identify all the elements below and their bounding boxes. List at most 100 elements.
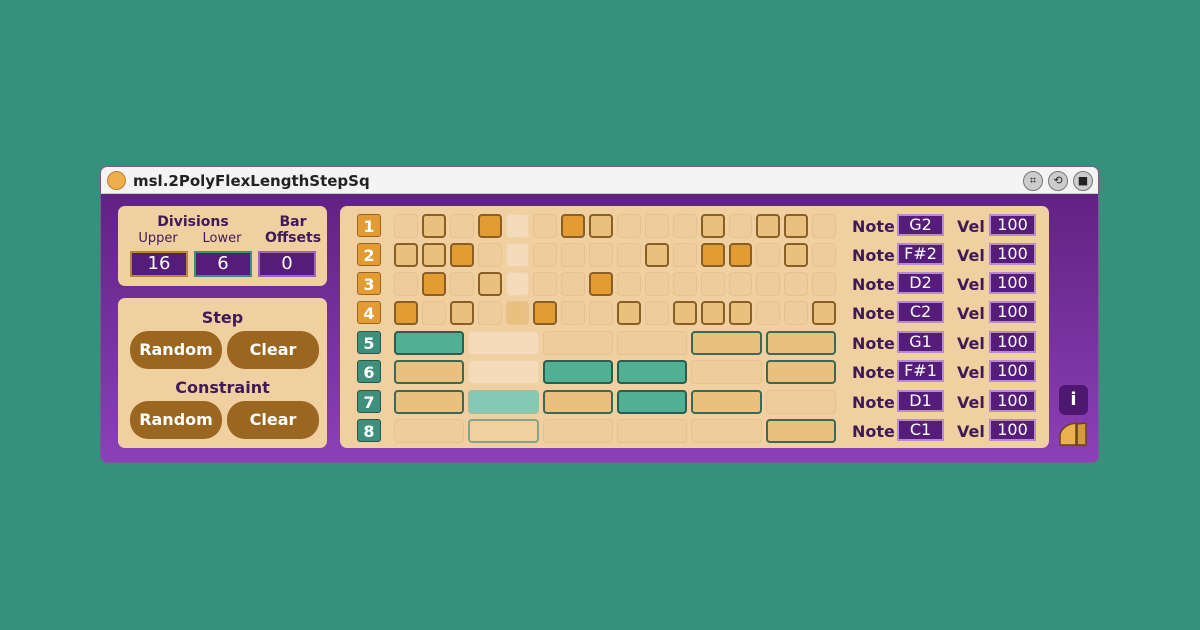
step-cell[interactable] [700,301,725,325]
step-cell[interactable] [644,301,669,325]
step-cell[interactable] [756,301,781,325]
note-field[interactable]: D2 [897,272,944,294]
step-cell[interactable] [505,214,530,238]
step-cell[interactable] [542,390,613,414]
step-cell[interactable] [617,390,688,414]
step-cell[interactable] [691,390,762,414]
step-cell[interactable] [589,214,613,238]
step-cell[interactable] [477,272,502,296]
step-cell[interactable] [394,360,465,384]
step-cell[interactable] [784,301,809,325]
step-cell[interactable] [765,331,836,355]
step-cell[interactable] [728,301,753,325]
step-cell[interactable] [617,419,688,443]
step-cell[interactable] [421,214,446,238]
step-cell[interactable] [561,214,586,238]
note-field[interactable]: C2 [897,301,944,323]
step-cell[interactable] [394,243,418,267]
constraint-random-button[interactable]: Random [130,401,222,439]
step-cell[interactable] [421,301,446,325]
step-cell[interactable] [765,360,836,384]
step-cell[interactable] [468,331,539,355]
step-cell[interactable] [542,331,613,355]
step-cell[interactable] [421,243,446,267]
step-cell[interactable] [449,214,474,238]
step-cell[interactable] [756,214,781,238]
note-field[interactable]: C1 [897,419,944,441]
step-cell[interactable] [700,214,725,238]
step-cell[interactable] [765,390,836,414]
constraint-clear-button[interactable]: Clear [227,401,319,439]
step-cell[interactable] [589,301,613,325]
step-cell[interactable] [394,301,418,325]
step-cell[interactable] [617,272,641,296]
step-cell[interactable] [700,243,725,267]
step-cell[interactable] [561,243,586,267]
step-cell[interactable] [617,214,641,238]
step-cell[interactable] [812,272,836,296]
fit-icon[interactable]: ⌗ [1023,171,1043,191]
step-cell[interactable] [784,272,809,296]
step-cell[interactable] [505,272,530,296]
step-cell[interactable] [542,419,613,443]
step-cell[interactable] [691,360,762,384]
note-field[interactable]: G1 [897,331,944,353]
step-clear-button[interactable]: Clear [227,331,319,369]
step-cell[interactable] [449,272,474,296]
velocity-field[interactable]: 100 [989,243,1036,265]
step-cell[interactable] [672,243,697,267]
step-cell[interactable] [765,419,836,443]
step-cell[interactable] [617,331,688,355]
step-cell[interactable] [561,301,586,325]
step-cell[interactable] [468,390,539,414]
upper-number[interactable]: 16 [130,251,188,277]
step-cell[interactable] [700,272,725,296]
note-field[interactable]: D1 [897,390,944,412]
step-cell[interactable] [672,214,697,238]
step-cell[interactable] [533,214,558,238]
step-cell[interactable] [394,272,418,296]
step-cell[interactable] [477,301,502,325]
step-cell[interactable] [477,243,502,267]
step-cell[interactable] [394,214,418,238]
step-cell[interactable] [756,243,781,267]
velocity-field[interactable]: 100 [989,214,1036,236]
step-cell[interactable] [505,301,530,325]
step-cell[interactable] [542,360,613,384]
velocity-field[interactable]: 100 [989,331,1036,353]
step-cell[interactable] [449,243,474,267]
note-field[interactable]: F#2 [897,243,944,265]
step-cell[interactable] [533,243,558,267]
step-cell[interactable] [672,301,697,325]
step-cell[interactable] [644,243,669,267]
step-cell[interactable] [421,272,446,296]
step-cell[interactable] [728,214,753,238]
step-cell[interactable] [477,214,502,238]
step-cell[interactable] [533,272,558,296]
save-icon[interactable]: ■ [1073,171,1093,191]
step-cell[interactable] [812,301,836,325]
step-cell[interactable] [617,243,641,267]
step-cell[interactable] [589,272,613,296]
step-cell[interactable] [728,272,753,296]
note-field[interactable]: F#1 [897,360,944,382]
velocity-field[interactable]: 100 [989,360,1036,382]
step-cell[interactable] [394,390,465,414]
step-cell[interactable] [728,243,753,267]
step-cell[interactable] [812,243,836,267]
step-cell[interactable] [533,301,558,325]
step-cell[interactable] [505,243,530,267]
step-cell[interactable] [691,331,762,355]
note-field[interactable]: G2 [897,214,944,236]
velocity-field[interactable]: 100 [989,419,1036,441]
step-cell[interactable] [449,301,474,325]
step-random-button[interactable]: Random [130,331,222,369]
info-button[interactable]: i [1059,385,1088,415]
step-cell[interactable] [468,360,539,384]
step-cell[interactable] [394,419,465,443]
step-cell[interactable] [691,419,762,443]
step-cell[interactable] [756,272,781,296]
velocity-field[interactable]: 100 [989,301,1036,323]
step-cell[interactable] [784,214,809,238]
step-cell[interactable] [394,331,465,355]
